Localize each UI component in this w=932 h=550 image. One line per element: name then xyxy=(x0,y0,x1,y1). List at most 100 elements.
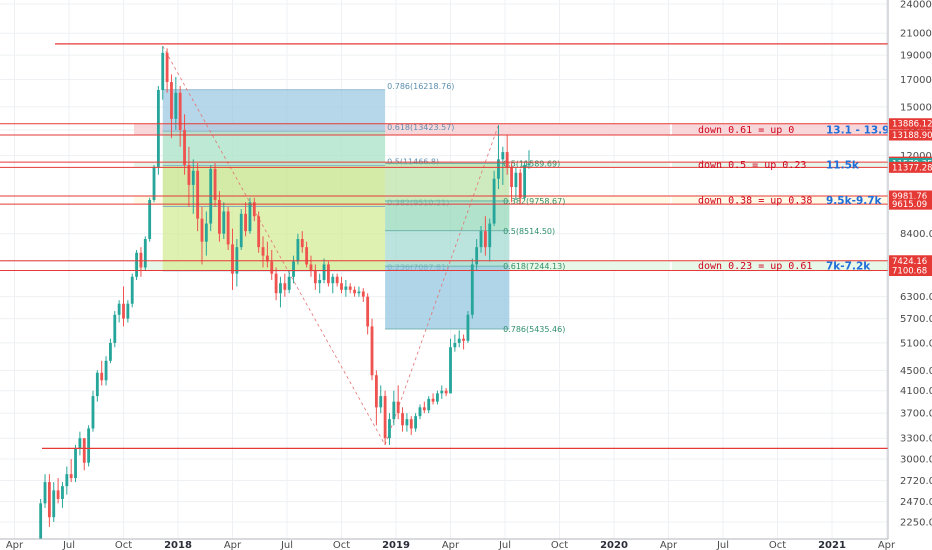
price-tick-label: 2250.00 xyxy=(900,518,932,529)
trend-line-up xyxy=(384,124,499,446)
candle-body xyxy=(453,342,457,348)
candle-body xyxy=(361,291,365,297)
fib-lower-label: 0.5(8514.50) xyxy=(503,227,555,236)
level-range-label: 11.5k xyxy=(826,160,860,172)
candle-body xyxy=(379,396,383,408)
level-note: down 0.38 = up 0.38 xyxy=(698,196,812,207)
candle-body xyxy=(427,398,431,411)
candle-body xyxy=(466,314,470,341)
price-tag-label: 7100.68 xyxy=(892,267,927,277)
fib-lower-zone xyxy=(385,266,510,329)
level-range-label: 7k-7.2k xyxy=(826,261,871,273)
candle-body xyxy=(470,264,474,315)
candle-body xyxy=(318,279,322,284)
candle-body xyxy=(436,393,439,402)
time-tick-label: 2018 xyxy=(164,540,192,550)
candle-body xyxy=(514,172,518,187)
candle-body xyxy=(222,211,226,234)
price-tick-label: 21000.00 xyxy=(900,29,932,40)
candle-body xyxy=(348,286,352,290)
time-axis-bg xyxy=(0,539,932,550)
candle-body xyxy=(505,152,509,167)
price-tag xyxy=(889,129,932,141)
candle-body xyxy=(74,448,77,479)
price-tag-label: 13188.90 xyxy=(892,131,932,141)
candle-body xyxy=(156,90,160,167)
price-tag xyxy=(889,161,932,173)
candle-body xyxy=(518,172,522,198)
candle-body xyxy=(65,474,69,487)
price-tick-label: 8400.00 xyxy=(900,229,932,240)
candle-body xyxy=(414,416,418,429)
price-tag xyxy=(889,190,932,202)
price-tag-label: 9615.09 xyxy=(892,200,927,210)
price-tag xyxy=(889,118,932,130)
fib-lower-label: 0.786(5435.46) xyxy=(503,325,565,334)
price-tag-label: 9981.76 xyxy=(892,192,927,202)
candle-body xyxy=(396,401,400,414)
candle-body xyxy=(231,244,234,274)
fib-lower-zone xyxy=(385,163,510,201)
price-axis[interactable]: 24000.00 21000.00 19000.00 17000.00 15000.00… xyxy=(887,0,932,550)
candle-body xyxy=(462,338,465,341)
zone-band-right xyxy=(672,195,888,205)
candle-body xyxy=(204,223,208,242)
time-tick-label: Oct xyxy=(333,540,350,550)
time-tick-label: Apr xyxy=(660,540,678,550)
price-tick-label: 5700.00 xyxy=(900,314,932,325)
candle-body xyxy=(56,490,60,499)
fib-lower-label: 0.5(11589.69) xyxy=(503,159,560,168)
candle-body xyxy=(527,163,531,165)
trend-line-down xyxy=(162,45,386,446)
candle-body xyxy=(87,428,91,463)
candle-body xyxy=(100,372,104,381)
candle-body xyxy=(483,231,487,248)
price-tag xyxy=(889,265,932,277)
price-tick-label: 19000.00 xyxy=(900,51,932,62)
candle-body xyxy=(148,200,152,240)
candle-body xyxy=(95,372,99,397)
candle-body xyxy=(309,264,313,271)
candle-body xyxy=(488,223,492,248)
candle-body xyxy=(313,270,317,284)
candle-body xyxy=(122,303,125,319)
candle-body xyxy=(374,375,378,408)
candle-body xyxy=(444,390,448,394)
candle-body xyxy=(331,276,335,284)
candle-body xyxy=(475,247,479,265)
zone-band-right xyxy=(672,162,888,168)
zone-band xyxy=(134,123,670,136)
candle-body xyxy=(135,252,138,277)
time-tick-label: 2019 xyxy=(382,540,410,550)
candle-body xyxy=(226,211,230,245)
price-tick-label: 2720.00 xyxy=(900,476,932,487)
price-tick-label: 4500.00 xyxy=(900,366,932,377)
horizontal-levels xyxy=(0,43,888,449)
candle-body xyxy=(440,390,444,394)
time-tick-label: Oct xyxy=(551,540,568,550)
candle-body xyxy=(139,252,143,268)
candle-body xyxy=(165,52,169,83)
zone-band-right xyxy=(672,260,888,271)
candle-body xyxy=(52,490,56,518)
price-tag-label: 11377.28 xyxy=(892,163,932,173)
time-tick-label: Jul xyxy=(716,540,729,550)
price-tick-label: 3700.00 xyxy=(900,409,932,420)
time-tick-label: Apr xyxy=(224,540,242,550)
price-tick-label: 2470.00 xyxy=(900,497,932,508)
price-tick-label: 3300.00 xyxy=(900,434,932,445)
candle-body xyxy=(104,360,108,381)
fib-lower-label: 0.382(9758.67) xyxy=(503,197,565,206)
level-range-label: 9.5k-9.7k xyxy=(826,195,883,207)
candle-body xyxy=(213,168,217,201)
fib-upper-zone xyxy=(162,165,386,207)
candle-body xyxy=(283,283,287,290)
time-tick-label: Apr xyxy=(6,540,24,550)
candle-body xyxy=(174,92,178,119)
time-tick-label: Jul xyxy=(62,540,75,550)
time-axis[interactable]: Apr Jul Oct 2018 Apr Jul Oct 2019 Apr Jul Oct 2020 A… xyxy=(0,538,932,550)
candle-body xyxy=(479,231,483,248)
price-tick-label: 3000.00 xyxy=(900,455,932,466)
fib-upper-zone xyxy=(162,206,386,271)
